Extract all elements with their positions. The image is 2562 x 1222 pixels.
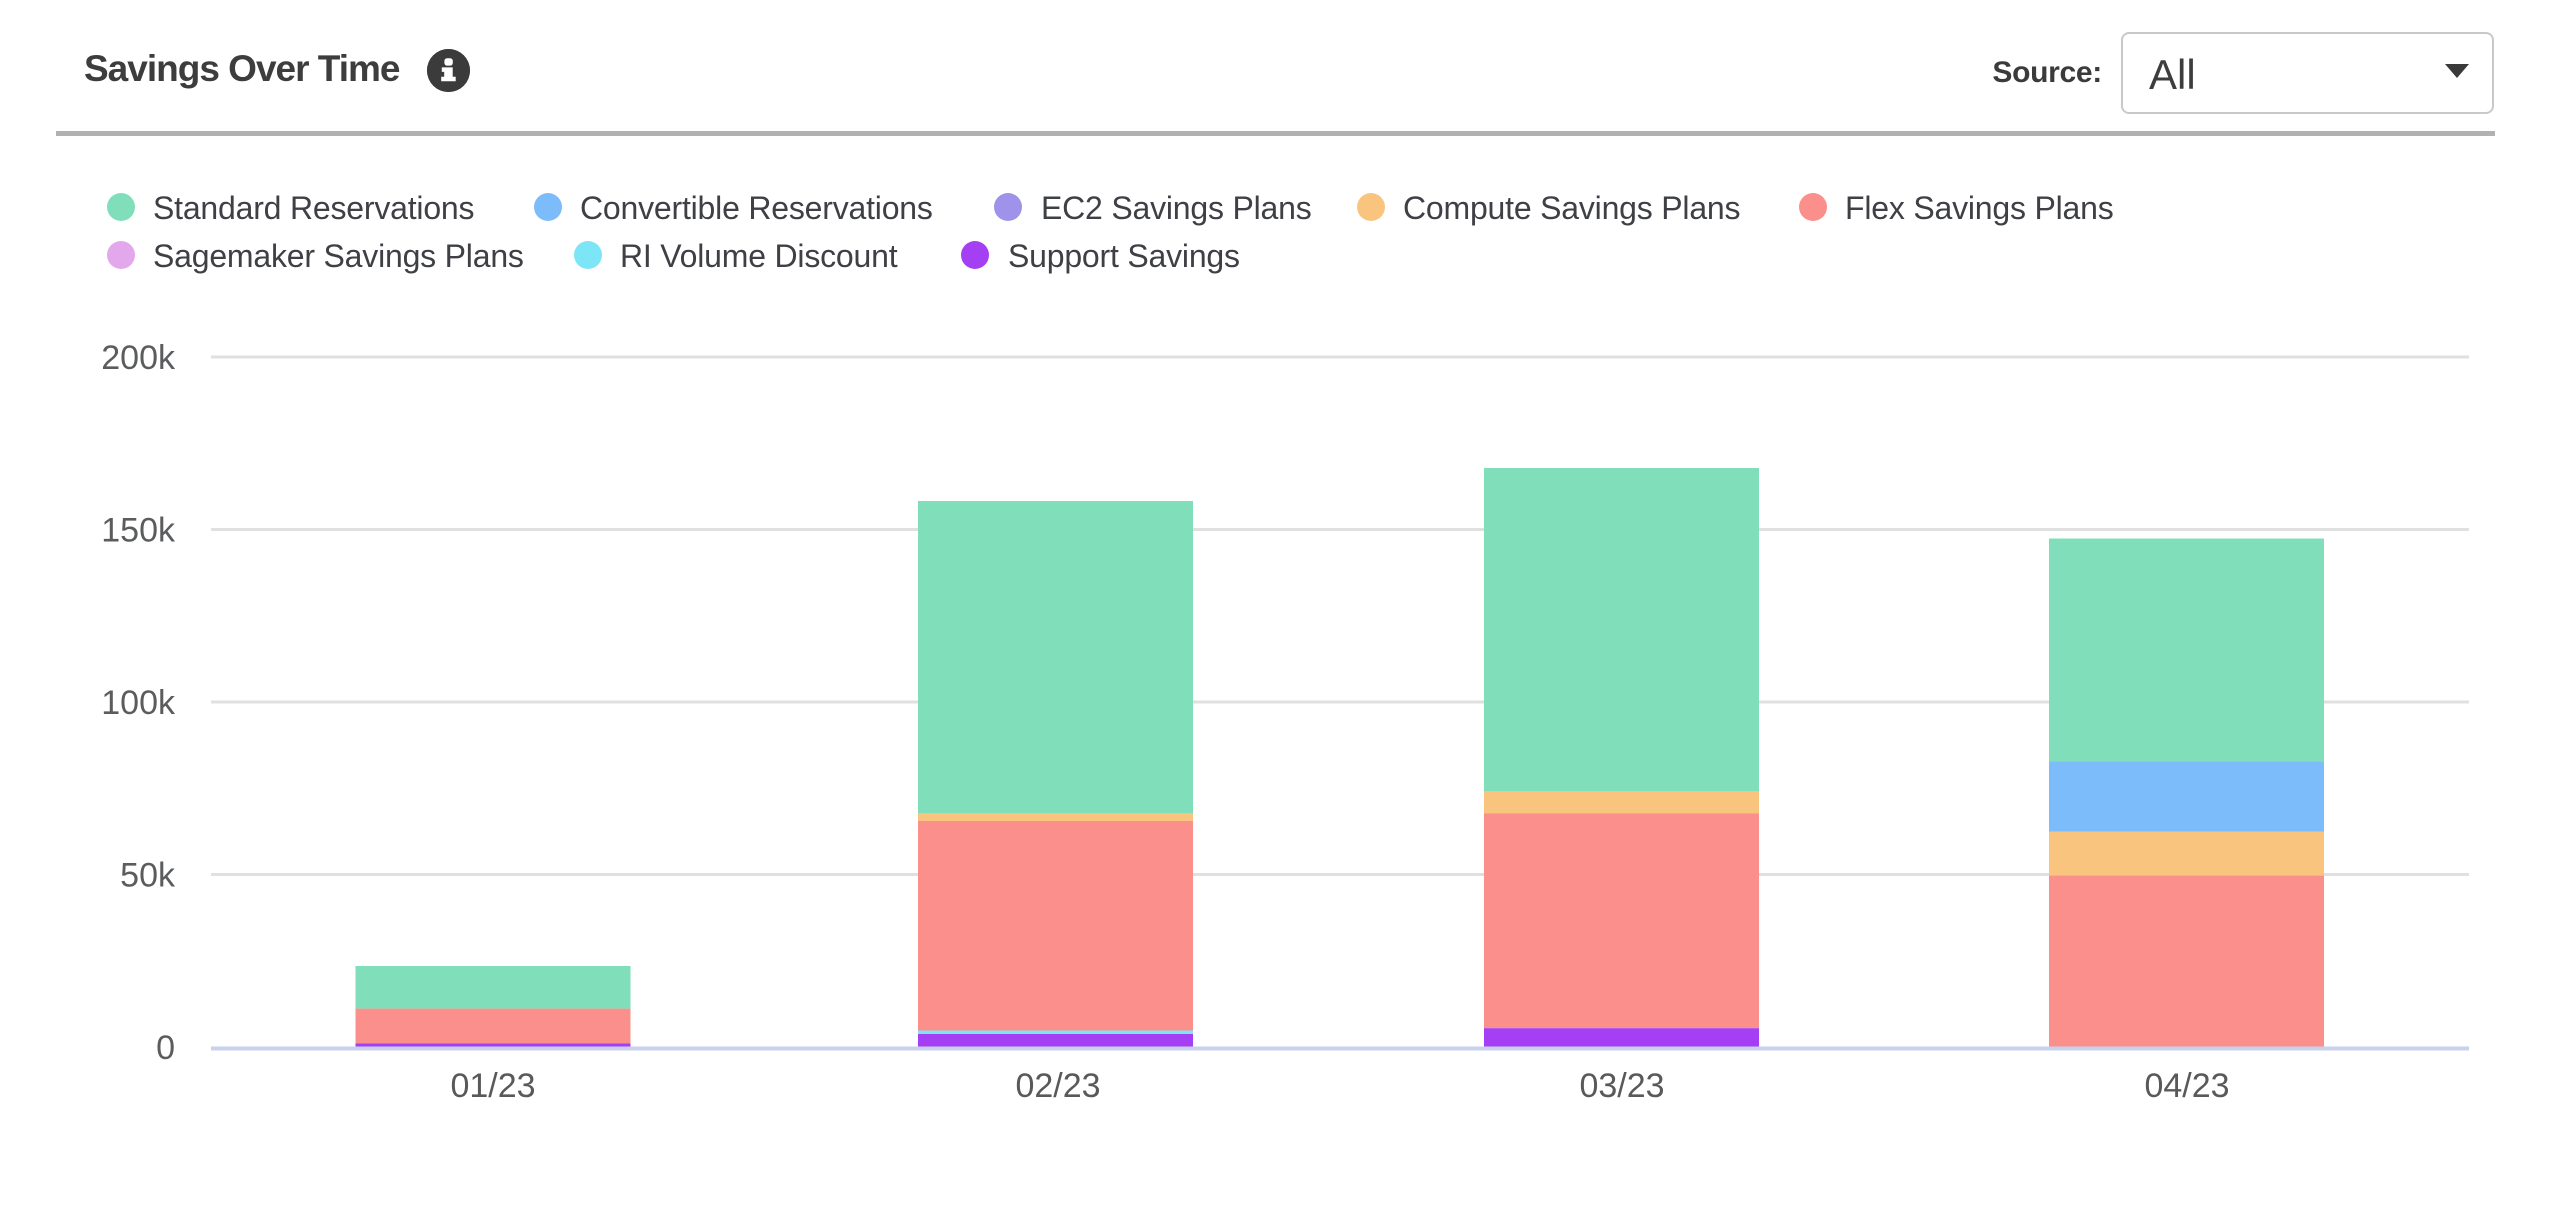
svg-text:0: 0 <box>156 1029 175 1067</box>
svg-text:01/23: 01/23 <box>450 1067 535 1105</box>
svg-text:04/23: 04/23 <box>2144 1067 2229 1105</box>
svg-text:200k: 200k <box>101 339 176 377</box>
svg-text:02/23: 02/23 <box>1015 1067 1100 1105</box>
svg-text:100k: 100k <box>101 684 176 722</box>
svg-text:150k: 150k <box>101 512 176 550</box>
svg-text:50k: 50k <box>120 857 176 895</box>
svg-text:03/23: 03/23 <box>1579 1067 1664 1105</box>
